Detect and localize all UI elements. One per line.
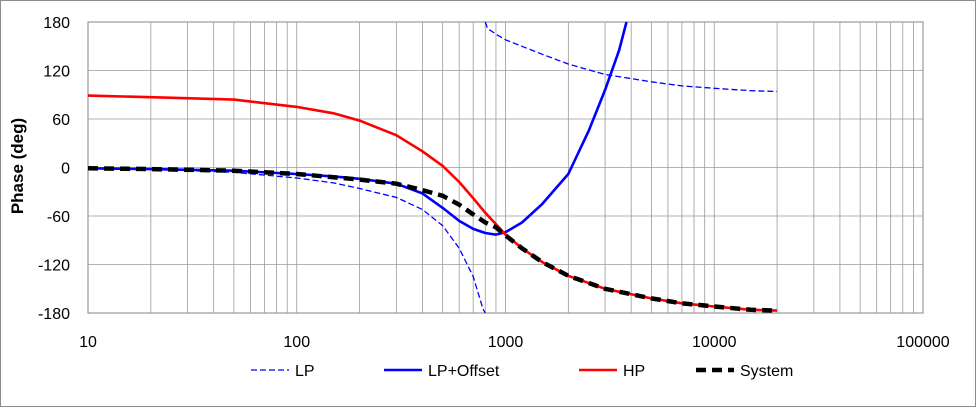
grid [87, 21, 924, 314]
series-line-lp-offset [87, 21, 628, 236]
x-tick-label: 10000 [692, 334, 737, 351]
legend-label: HP [623, 363, 645, 380]
legend: LP LP+Offset HP System [251, 363, 793, 380]
series-line-system [87, 166, 778, 313]
x-tick-label: 10 [79, 334, 97, 351]
tick-labels: 10 100 1000 10000 100000 180 120 60 0 -60 -120 -180 [38, 15, 950, 351]
legend-label: LP+Offset [428, 363, 500, 380]
series-line-hp [87, 94, 778, 312]
y-tick-label: 180 [43, 15, 70, 32]
y-axis-label: Phase (deg) [8, 118, 27, 214]
legend-label: LP [295, 363, 315, 380]
y-tick-label: -60 [47, 209, 70, 226]
y-tick-label: -120 [38, 258, 70, 275]
y-tick-label: -180 [38, 306, 70, 323]
y-tick-label: 0 [61, 161, 70, 178]
x-tick-label: 1000 [488, 334, 524, 351]
series-lines [87, 21, 778, 314]
legend-label: System [740, 363, 793, 380]
x-tick-label: 100000 [896, 334, 949, 351]
y-tick-label: 60 [52, 112, 70, 129]
x-tick-label: 100 [283, 334, 310, 351]
y-tick-label: 120 [43, 64, 70, 81]
